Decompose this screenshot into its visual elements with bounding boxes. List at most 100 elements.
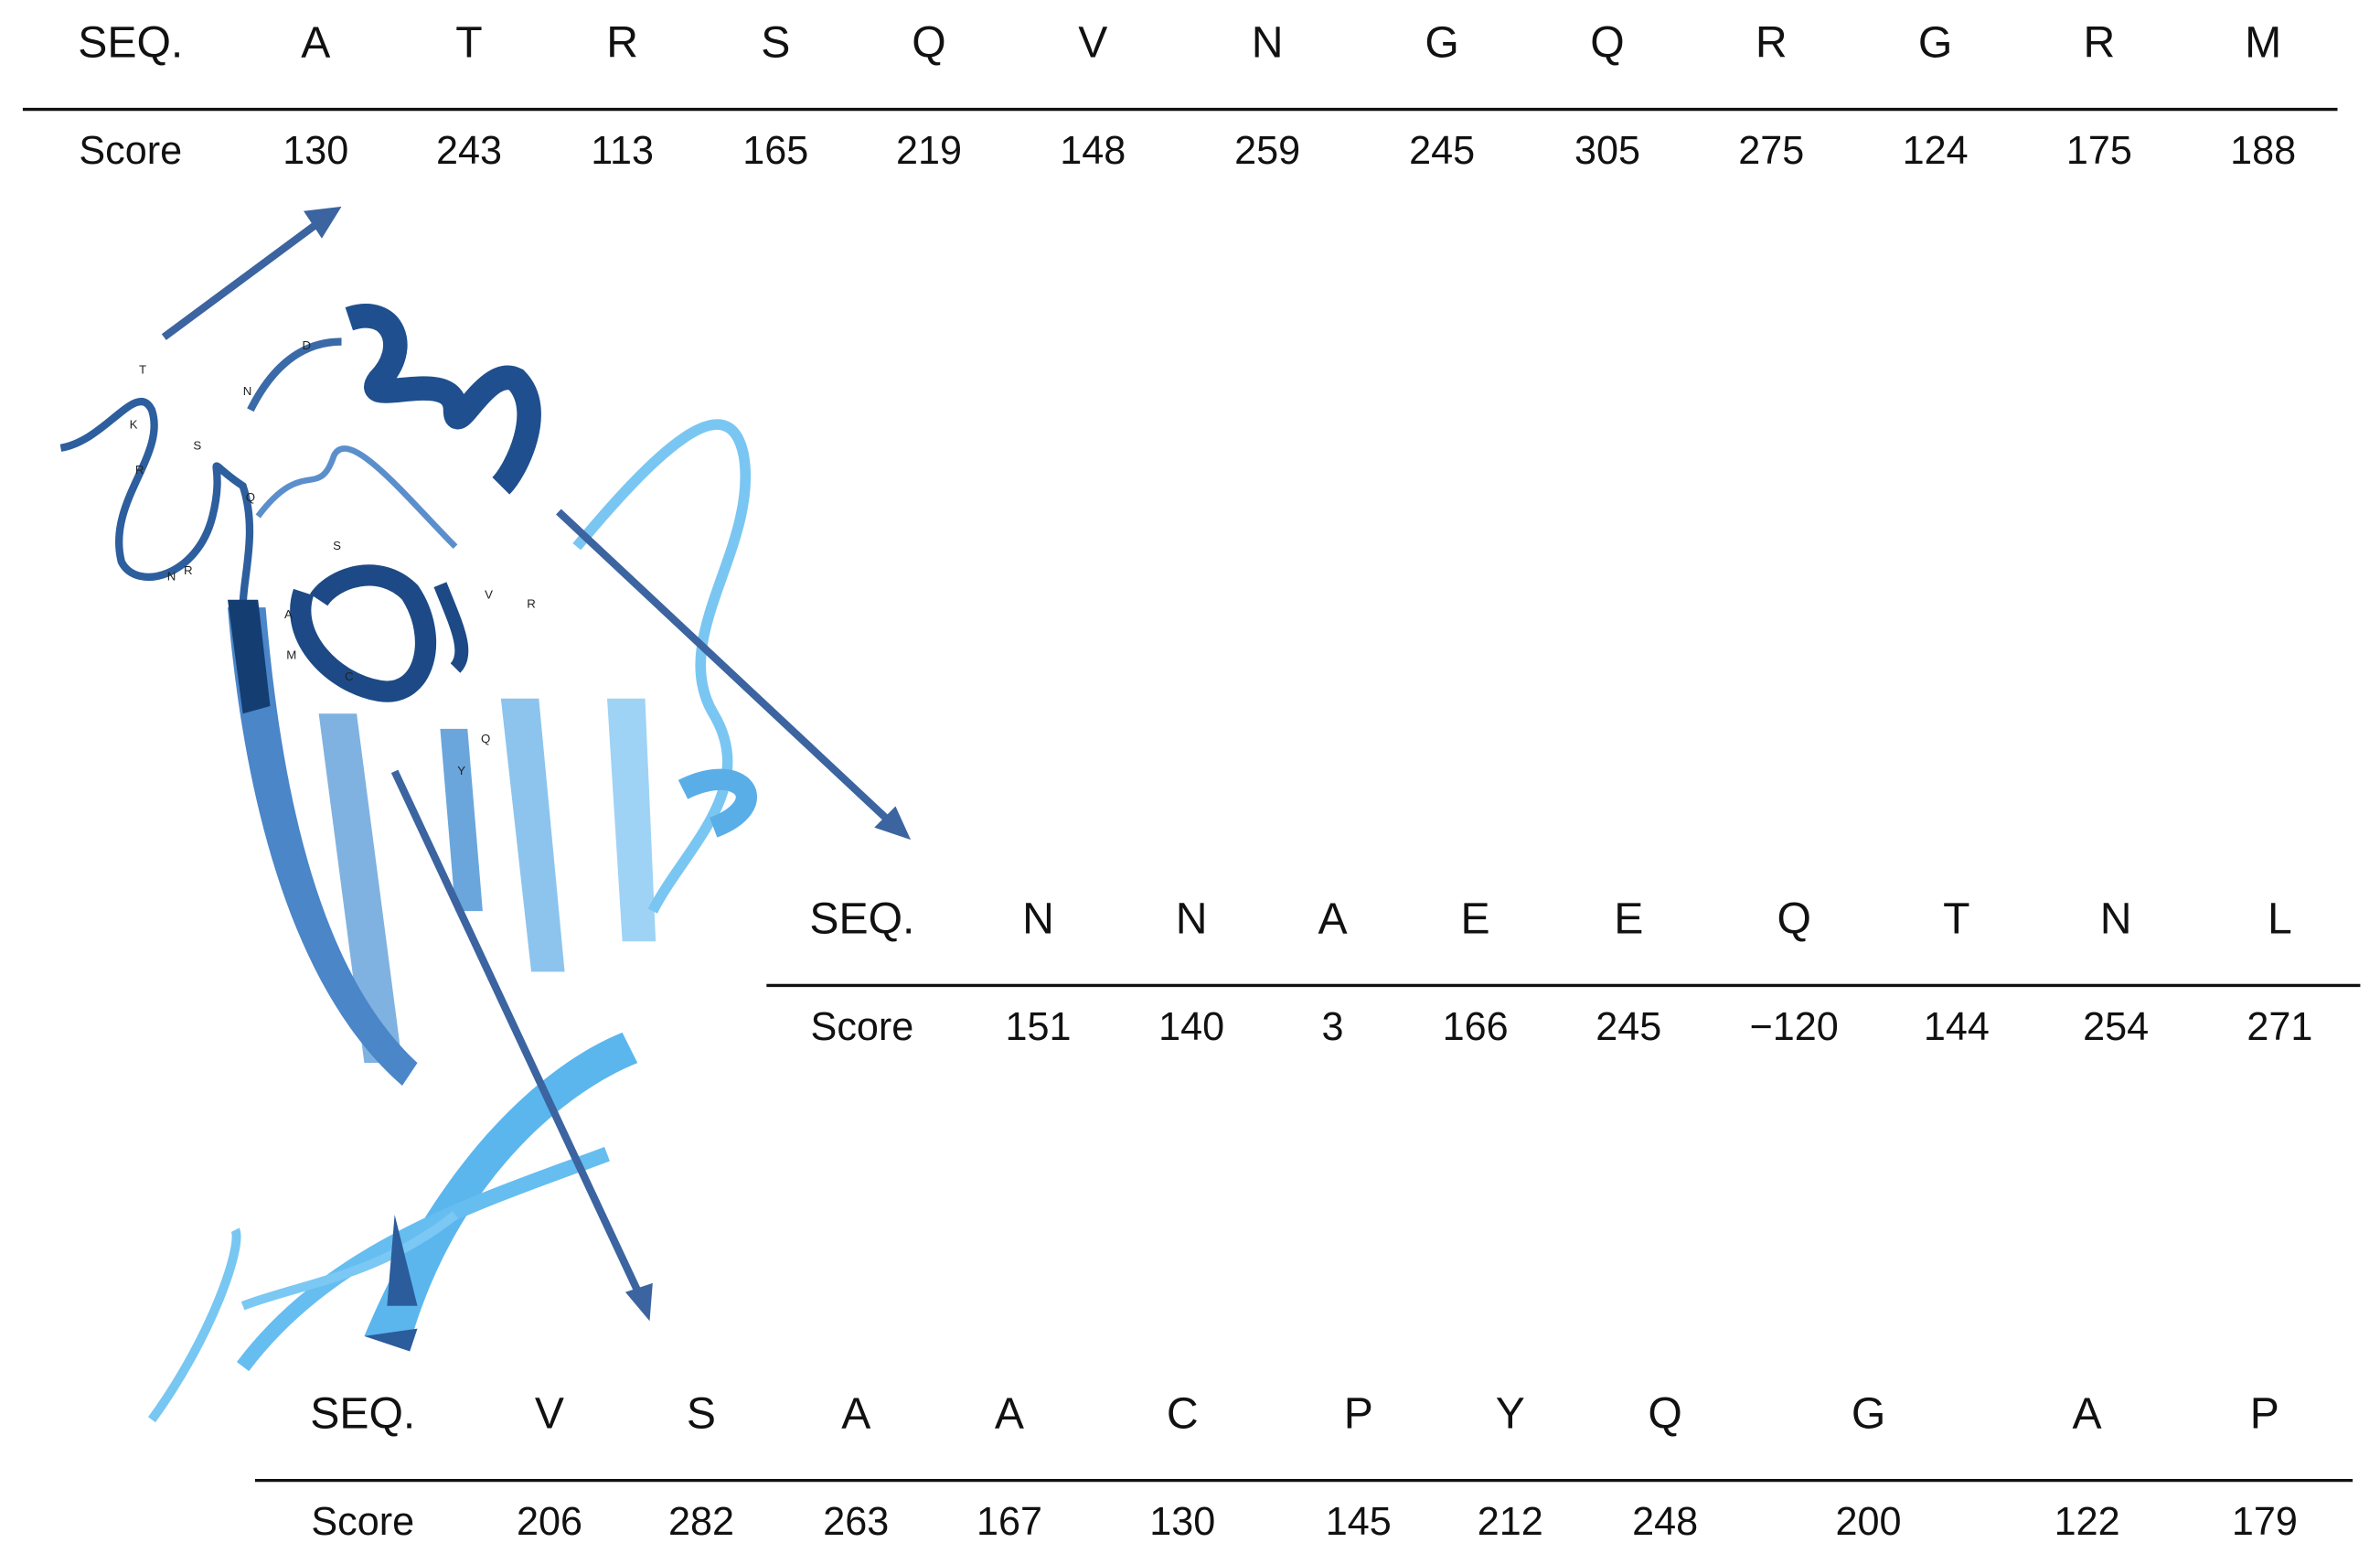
score: 259 [1234,129,1300,173]
residue: N [1252,18,1284,68]
score: 212 [1478,1500,1543,1544]
score: 245 [1596,1005,1661,1049]
residue: Q [1648,1389,1681,1439]
residue-marker: T [139,363,146,377]
score: 275 [1738,129,1804,173]
score: 165 [742,129,808,173]
score-table: SEQ. Score V S A A C P Y Q G A P 206 282 263 167 130 145 21… [254,1389,2353,1544]
residue: E [1461,894,1490,943]
score: 145 [1326,1500,1392,1544]
residue: R [606,18,638,68]
arrow [390,769,641,1292]
residue: P [2250,1389,2279,1439]
residue-marker: R [184,563,193,577]
residue: G [1425,18,1458,68]
residue-marker: A [284,607,293,621]
residue-marker: S [333,539,341,552]
arrows [161,206,912,1322]
score: −120 [1750,1005,1839,1049]
score: 254 [2083,1005,2149,1049]
residue: R [1756,18,1788,68]
score: 282 [668,1500,734,1544]
residue: A [995,1389,1024,1439]
score: 245 [1409,129,1475,173]
residue-marker: R [135,463,144,477]
residue: P [1344,1389,1373,1439]
residue-marker: Q [246,490,255,504]
residue: A [1318,894,1347,943]
residue: G [1852,1389,1885,1439]
score: 219 [896,129,962,173]
score: 179 [2232,1500,2298,1544]
seq-header: SEQ. [310,1389,415,1439]
score: 200 [1836,1500,1902,1544]
residue: Q [912,18,945,68]
residue: G [1918,18,1952,68]
score: 166 [1443,1005,1509,1049]
residue-marker: N [243,384,252,398]
residue-marker: N [167,569,176,583]
residue: A [301,18,330,68]
residue: R [2084,18,2116,68]
residue: L [2268,894,2292,943]
row-label: Score [79,129,182,173]
score: 188 [2230,129,2296,173]
residue-marker: D [303,338,312,352]
score: 175 [2066,129,2132,173]
residue: N [1176,894,1208,943]
residue: E [1614,894,1643,943]
residue-marker: R [527,596,536,610]
residue-marker: M [286,648,296,662]
residue-marker: Y [457,764,465,777]
score: 167 [977,1500,1042,1544]
row-label: Score [811,1005,914,1049]
residue: A [841,1389,870,1439]
residue: N [2100,894,2132,943]
score: 206 [517,1500,582,1544]
score: 140 [1158,1005,1224,1049]
arrowhead [624,1282,653,1322]
residue: S [687,1389,716,1439]
arrow [161,221,318,340]
residue: V [1078,18,1107,68]
score: 248 [1632,1500,1698,1544]
residue: A [2073,1389,2102,1439]
score: 305 [1574,129,1640,173]
residue: V [535,1389,564,1439]
residue-marker: V [485,587,493,601]
score: 124 [1903,129,1969,173]
row-label: Score [311,1500,414,1544]
score: 122 [2054,1500,2120,1544]
residue-marker: C [345,670,354,683]
residue: S [761,18,790,68]
seq-header: SEQ. [78,18,183,68]
residue: Q [1590,18,1624,68]
residue: N [1022,894,1054,943]
score: 130 [283,129,348,173]
arrow [556,509,891,823]
residue: Y [1496,1389,1525,1439]
score: 113 [591,129,654,173]
residue: Q [1777,894,1810,943]
seq-header: SEQ. [809,894,914,943]
score: 144 [1924,1005,1990,1049]
residue: T [1943,894,1969,943]
score-table: SEQ. Score A T R S Q V N G Q R G R M 130 243 113 165 219 148… [22,18,2338,173]
score: 148 [1060,129,1126,173]
score: 151 [1005,1005,1071,1049]
arrowhead [304,206,342,239]
score: 243 [436,129,502,173]
score: 3 [1322,1005,1344,1049]
residue: T [455,18,482,68]
score: 263 [823,1500,889,1544]
protein-structure [59,304,757,1423]
residue-marker: Q [481,732,490,745]
score-table: SEQ. Score N N A E E Q T N L 151 140 3 166 245 −120 144 25… [766,894,2361,1049]
score: 271 [2247,1005,2312,1049]
arrowhead [874,806,912,841]
residue-marker: K [130,417,138,431]
residue: C [1167,1389,1199,1439]
residue: M [2245,18,2281,68]
